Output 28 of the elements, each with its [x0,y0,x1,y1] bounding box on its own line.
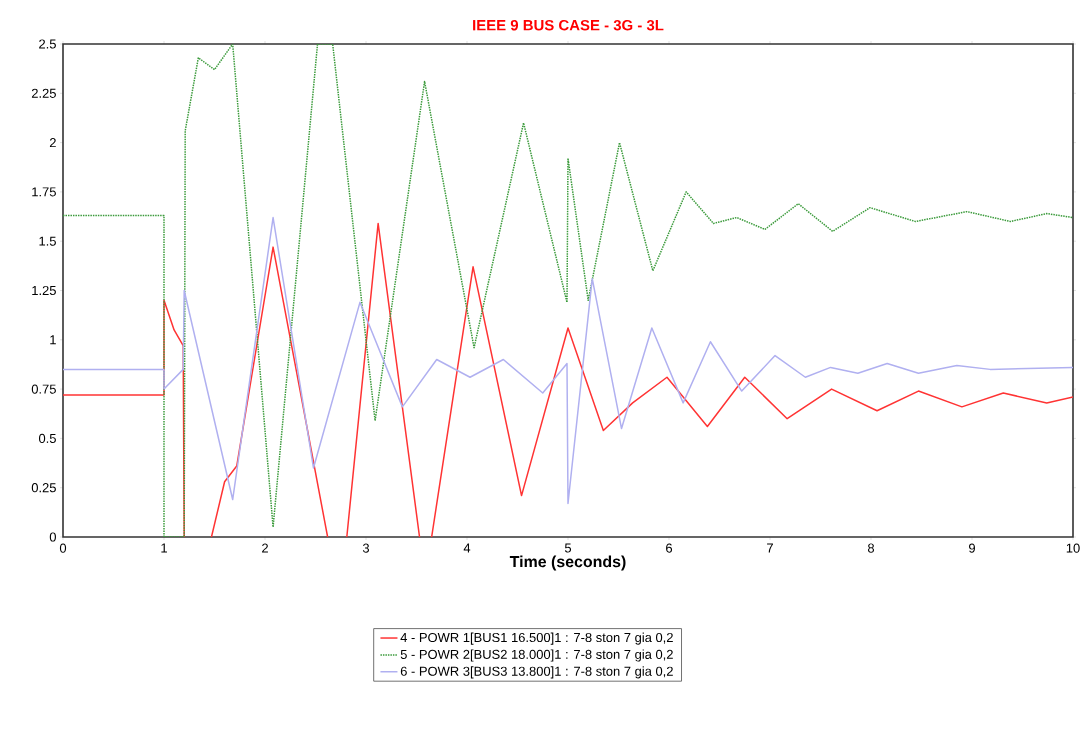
y-tick-label: 0.75 [31,384,56,394]
x-tick-label: 1 [161,543,167,553]
legend-label: 4 - POWR 1[BUS1 16.500]1 : 7-8 ston 7 gia 0,2 [400,632,673,645]
y-tick-label: 1.25 [32,285,56,296]
x-tick-label: 0 [59,543,67,553]
x-tick-label: 5 [564,543,572,553]
chart-title: IEEE 9 BUS CASE - 3G - 3L [473,19,664,31]
x-axis-title: Time (seconds) [509,555,626,571]
y-tick-label: 1 [50,335,56,345]
y-tick-label: 0 [49,532,56,542]
x-tick-label: 10 [1066,543,1080,553]
x-tick-label: 7 [767,543,773,553]
y-tick-label: 2.5 [39,39,56,49]
y-tick-label: 0.5 [38,433,56,443]
legend-label: 5 - POWR 2[BUS2 18.000]1 : 7-8 ston 7 gia 0,2 [400,649,673,662]
y-tick-label: 1.5 [39,236,56,246]
y-tick-label: 2 [49,138,56,148]
y-tick-label: 0.25 [31,483,56,493]
x-tick-label: 3 [362,543,370,553]
x-tick-label: 2 [262,543,268,553]
x-tick-label: 8 [867,543,875,553]
line-series [63,44,1073,537]
x-tick-label: 9 [969,543,975,553]
legend-label: 6 - POWR 3[BUS3 13.800]1 : 7-8 ston 7 gia 0,2 [400,666,673,679]
y-tick-label: 2.25 [31,88,56,98]
x-tick-label: 6 [666,543,673,553]
y-tick-label: 1.75 [32,187,56,197]
x-tick-label: 4 [463,543,471,553]
